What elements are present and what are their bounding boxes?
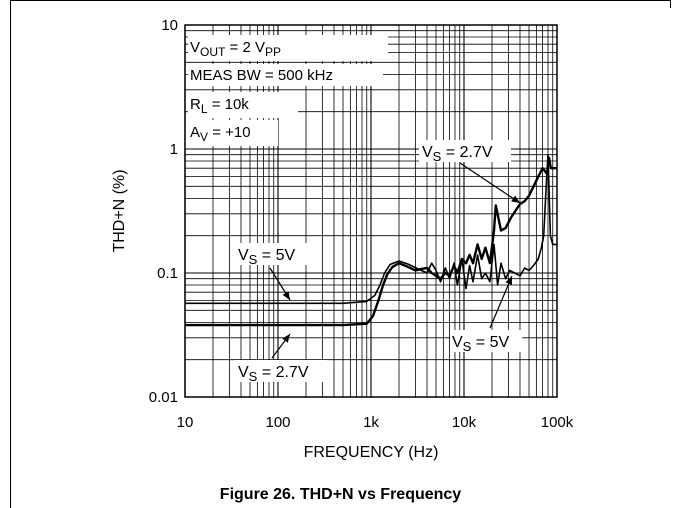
x-tick-label: 10k xyxy=(452,414,477,431)
y-tick-label: 10 xyxy=(161,17,178,34)
series-label-bg xyxy=(235,243,311,265)
arrowhead-icon xyxy=(282,291,290,300)
series-label-leader xyxy=(489,275,513,329)
condition-text-bg xyxy=(188,35,388,61)
traces xyxy=(185,153,557,327)
plot-border xyxy=(184,24,558,398)
condition-label: AV = +10 xyxy=(190,124,251,144)
x-tick-label: 10 xyxy=(177,414,194,431)
series-label-bg xyxy=(235,360,327,382)
x-tick-label: 100k xyxy=(541,414,574,431)
annotations: VOUT = 2 VPP MEAS BW = 500 kHz RL = 10k AV … xyxy=(188,35,522,384)
series-label: VS = 2.7V xyxy=(422,144,493,164)
condition-label: MEAS BW = 500 kHz xyxy=(190,67,333,84)
series-label: VS = 5V xyxy=(238,247,295,267)
page-frame-left xyxy=(10,0,11,508)
condition-text-bg xyxy=(188,120,278,146)
y-tick-label: 0.01 xyxy=(149,389,178,406)
condition-label: RL = 10k xyxy=(190,96,249,116)
figure-caption: Figure 26. THD+N vs Frequency xyxy=(219,486,462,503)
thdn-chart: VOUT = 2 VPP MEAS BW = 500 kHz RL = 10k AV … xyxy=(111,17,574,461)
x-tick-label: 100 xyxy=(265,414,290,431)
y-axis-label: THD+N (%) xyxy=(111,169,128,252)
series-line-vs-2-7v xyxy=(185,156,557,327)
x-axis-label: FREQUENCY (Hz) xyxy=(304,444,439,461)
page-frame-right xyxy=(670,0,671,8)
x-tick-label: 1k xyxy=(363,414,379,431)
y-tick-label: 0.1 xyxy=(157,265,178,282)
y-tick-label: 1 xyxy=(170,141,178,158)
condition-label: VOUT = 2 VPP xyxy=(190,39,281,59)
series-label: VS = 5V xyxy=(452,334,509,354)
series-label-leader xyxy=(459,162,521,204)
series-label-bg xyxy=(419,140,511,162)
arrowhead-icon xyxy=(282,334,290,343)
tick-labels: 10 100 1k 10k 100k 0.01 0.1 1 10 xyxy=(149,17,574,431)
arrowhead-icon xyxy=(505,276,512,285)
page-frame-top xyxy=(10,0,671,1)
grid-minor xyxy=(185,25,557,397)
series-label: VS = 2.7V xyxy=(238,364,309,384)
series-label-bg xyxy=(450,330,522,352)
arrowhead-icon xyxy=(511,195,520,203)
condition-text-bg xyxy=(188,64,383,86)
series-line-vs-5v xyxy=(185,153,557,305)
condition-text-bg xyxy=(188,92,298,118)
